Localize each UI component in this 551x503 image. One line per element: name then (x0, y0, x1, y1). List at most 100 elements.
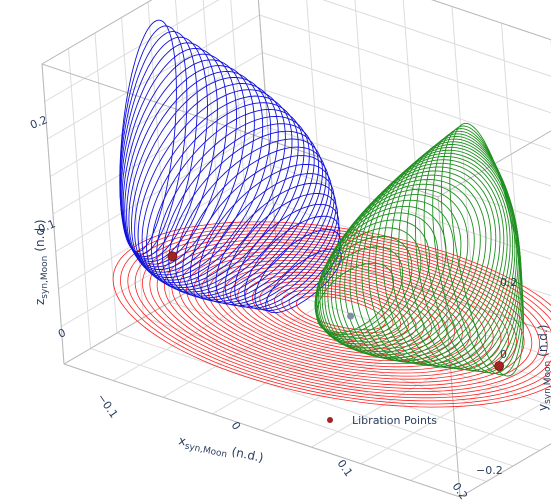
y-tick-label: 0.2 (500, 276, 518, 289)
y-tick-label: −0.2 (476, 464, 503, 477)
lyapunov-orbit (208, 260, 479, 368)
halo-orbit (121, 48, 228, 265)
box-edge (437, 130, 551, 198)
lyapunov-orbit (178, 248, 510, 380)
halo-orbit (120, 42, 218, 263)
blue-orbit-family (119, 19, 342, 314)
x-tick-label: 0 (229, 419, 244, 432)
lyapunov-orbit (193, 254, 494, 374)
legend-label: Libration Points (352, 414, 437, 427)
left-wall-grid-line (230, 0, 250, 256)
halo-orbit (339, 166, 497, 361)
halo-orbit (316, 262, 394, 334)
box-edge (41, 63, 439, 198)
halo-orbit (119, 19, 177, 253)
halo-orbit (355, 155, 508, 365)
halo-orbit (423, 130, 523, 373)
halo-orbit (406, 135, 521, 371)
lyapunov-orbit (120, 224, 551, 405)
left-wall-grid-line (47, 14, 260, 140)
halo-orbit (382, 144, 518, 369)
halo-orbit (122, 53, 237, 268)
box-edge (63, 239, 277, 365)
legend[interactable]: Libration Points (327, 414, 437, 427)
halo-orbit (449, 122, 524, 377)
halo-orbit (131, 77, 272, 278)
grid-layer (41, 0, 551, 498)
halo-orbit (440, 125, 524, 376)
box-edge (431, 0, 551, 41)
halo-orbit (432, 128, 523, 375)
halo-orbit (334, 170, 492, 360)
back-wall-grid-line (262, 52, 551, 150)
halo-orbit (150, 108, 305, 291)
halo-orbit (141, 95, 293, 286)
x-axis-title: xsyn,Moon (n.d.) (177, 433, 265, 468)
halo-orbit (398, 138, 520, 370)
back-wall-grid-line (259, 14, 551, 114)
y-tick-label: 0 (500, 348, 507, 361)
halo-orbit (327, 179, 481, 357)
halo-orbit (134, 83, 279, 281)
halo-orbit (156, 116, 310, 293)
halo-orbit (126, 65, 255, 273)
libration-point-marker (494, 361, 505, 371)
halo-orbit (375, 146, 516, 368)
y-axis-ticks: 0.2 0 −0.2 (476, 276, 518, 477)
moon-marker (347, 312, 355, 320)
back-wall-grid-line (322, 0, 551, 77)
left-wall-plane (42, 0, 276, 364)
libration-point-marker (167, 251, 178, 262)
legend-marker (327, 417, 333, 423)
halo-orbit (390, 141, 519, 369)
left-wall-grid-line (44, 0, 220, 102)
box-edge (257, 0, 277, 241)
halo-orbit (146, 102, 299, 289)
halo-orbit (368, 149, 514, 367)
halo-orbit (349, 159, 505, 364)
halo-orbit (314, 219, 431, 343)
halo-orbit (215, 182, 337, 307)
halo-orbit (224, 193, 339, 308)
z-axis-title: zsyn,Moon(n.d.) (33, 219, 50, 305)
lyapunov-orbit (186, 251, 502, 377)
x-tick-label: −0.1 (95, 391, 121, 420)
halo-orbit (137, 89, 286, 284)
lyapunov-orbit (112, 221, 551, 408)
back-wall-grid-line (264, 89, 551, 187)
z-axis-ticks: 0.2 0.1 0 (28, 113, 67, 341)
z-tick-label: 0 (56, 326, 67, 341)
box-edge (41, 0, 153, 65)
box-edge (41, 63, 65, 365)
z-tick-label: 0.2 (28, 113, 49, 132)
lyapunov-orbit (237, 271, 448, 355)
y-axis-title: ysyn,Moon(n.d.) (536, 325, 551, 411)
left-wall-grid-line (174, 0, 197, 287)
halo-orbit (319, 194, 462, 351)
lyapunov-orbit (164, 242, 525, 386)
floor-grid-line (410, 397, 551, 481)
halo-orbit (119, 31, 198, 257)
halo-orbit (361, 152, 511, 366)
libration-points (167, 251, 505, 371)
halo-orbit (415, 133, 522, 372)
halo-orbit (120, 36, 208, 260)
halo-orbit (182, 146, 327, 301)
halo-orbit (344, 162, 501, 362)
halo-orbit (254, 229, 342, 312)
halo-orbit (315, 212, 439, 345)
box-edge (63, 363, 461, 498)
z-tick-label: 0.1 (36, 217, 57, 236)
floor-grid-line (360, 352, 551, 465)
left-wall-grid-line (52, 89, 266, 215)
halo-orbit (206, 173, 335, 305)
lyapunov-orbit (230, 268, 456, 359)
box-edge (437, 196, 461, 498)
halo-orbit (234, 203, 340, 309)
lyapunov-orbit (222, 265, 463, 362)
lyapunov-orbit (244, 274, 440, 352)
halo-orbit (175, 138, 323, 299)
halo-orbit (162, 123, 315, 295)
halo-orbit (317, 199, 455, 349)
